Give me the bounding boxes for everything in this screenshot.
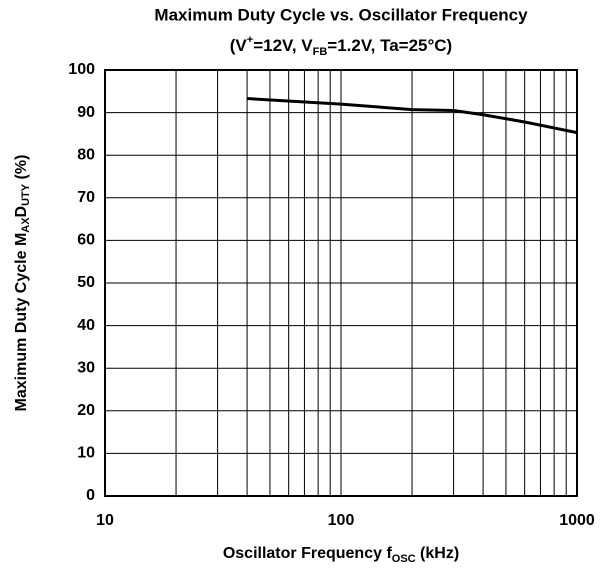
y-tick-label: 70 [77, 189, 95, 206]
y-axis-label: Maximum Duty Cycle MAXDUTY (%) [13, 155, 32, 412]
y-tick-label: 40 [77, 317, 95, 334]
y-tick-label: 20 [77, 402, 95, 419]
y-label-part: (%) [13, 155, 30, 184]
y-tick-label: 100 [68, 61, 95, 78]
x-axis-label: Oscillator Frequency fOSC (kHz) [223, 545, 459, 565]
subtitle-part: (V [230, 36, 248, 55]
x-tick-label: 10 [96, 512, 114, 529]
y-tick-label: 10 [77, 445, 95, 462]
y-label-part: D [13, 206, 30, 218]
x-label-part: (kHz) [416, 545, 460, 562]
data-line [246, 97, 578, 135]
subtitle-sup: + [247, 34, 253, 46]
subtitle-part: =12V, V [253, 36, 313, 55]
y-tick-label: 90 [77, 104, 95, 121]
x-label-part: Oscillator Frequency f [223, 545, 393, 562]
y-tick-label: 60 [77, 232, 95, 249]
x-tick-label: 1000 [559, 512, 595, 529]
subtitle-part: =1.2V, Ta=25°C) [327, 36, 452, 55]
chart-subtitle: (V+=12V, VFB=1.2V, Ta=25°C) [230, 34, 452, 58]
y-tick-label: 80 [77, 146, 95, 163]
y-label-sub: UTY [20, 183, 32, 206]
x-label-sub: OSC [392, 553, 416, 565]
y-label-part: Maximum Duty Cycle M [13, 233, 30, 412]
plot-frame [104, 69, 578, 497]
y-tick-label: 0 [86, 487, 95, 504]
x-tick-label: 100 [328, 512, 355, 529]
chart-title: Maximum Duty Cycle vs. Oscillator Freque… [154, 5, 528, 24]
y-tick-label: 50 [77, 274, 95, 291]
y-tick-label: 30 [77, 359, 95, 376]
y-label-sub: AX [20, 217, 32, 233]
subtitle-sub: FB [313, 46, 328, 58]
